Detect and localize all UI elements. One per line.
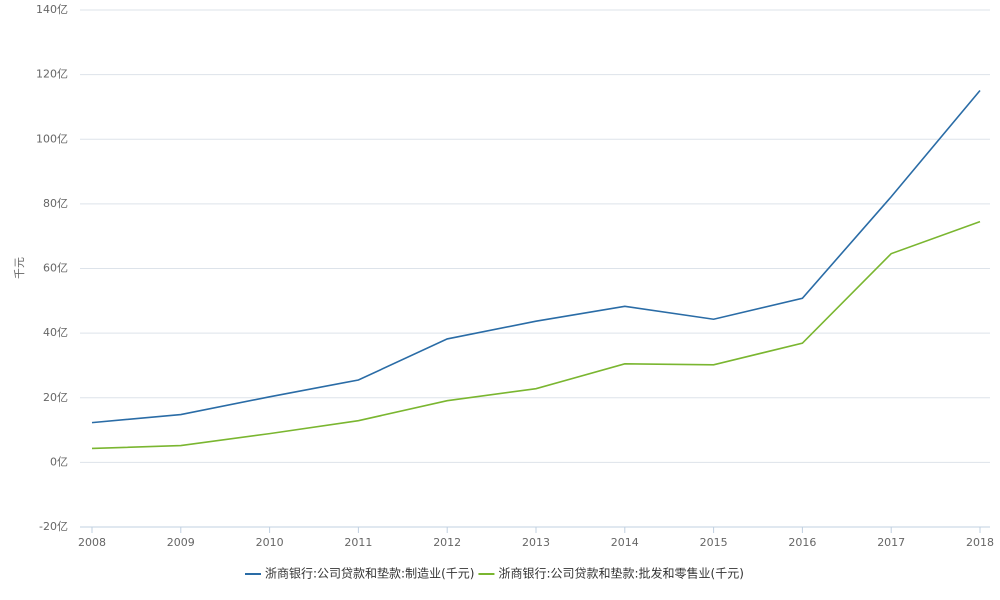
y-tick-label: 140亿 <box>36 3 68 16</box>
x-tick-label: 2012 <box>433 536 461 549</box>
legend-label[interactable]: 浙商银行:公司贷款和垫款:制造业(千元) <box>265 566 474 581</box>
y-axis-title: 千元 <box>13 257 26 279</box>
series-line <box>91 89 981 424</box>
x-tick-label: 2009 <box>167 536 195 549</box>
legend-label[interactable]: 浙商银行:公司贷款和垫款:批发和零售业(千元) <box>498 566 743 581</box>
y-tick-label: 80亿 <box>43 197 68 210</box>
x-tick-label: 2017 <box>877 536 905 549</box>
x-tick-label: 2013 <box>522 536 550 549</box>
x-tick-label: 2018 <box>966 536 994 549</box>
y-tick-label: 20亿 <box>43 391 68 404</box>
x-tick-label: 2010 <box>256 536 284 549</box>
x-tick-label: 2015 <box>700 536 728 549</box>
series-line <box>91 220 981 450</box>
x-tick-label: 2014 <box>611 536 639 549</box>
y-tick-label: 120亿 <box>36 68 68 81</box>
x-tick-label: 2008 <box>78 536 106 549</box>
y-tick-label: 40亿 <box>43 326 68 339</box>
x-tick-label: 2016 <box>788 536 816 549</box>
y-tick-label: -20亿 <box>39 520 68 533</box>
y-tick-label: 0亿 <box>50 455 68 468</box>
x-tick-label: 2011 <box>344 536 372 549</box>
y-tick-label: 60亿 <box>43 262 68 275</box>
y-tick-label: 100亿 <box>36 132 68 145</box>
